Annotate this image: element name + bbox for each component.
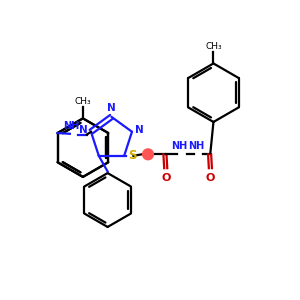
- Text: CH₃: CH₃: [75, 97, 91, 106]
- Text: NH: NH: [63, 122, 80, 131]
- Circle shape: [142, 149, 153, 160]
- Text: S: S: [128, 149, 136, 162]
- Text: NH: NH: [171, 141, 187, 151]
- Text: N: N: [79, 125, 88, 135]
- Text: N: N: [135, 125, 144, 135]
- Text: N: N: [107, 103, 116, 113]
- Text: O: O: [206, 173, 215, 183]
- Text: CH₃: CH₃: [205, 42, 222, 51]
- Text: NH: NH: [188, 141, 204, 151]
- Text: O: O: [161, 173, 170, 183]
